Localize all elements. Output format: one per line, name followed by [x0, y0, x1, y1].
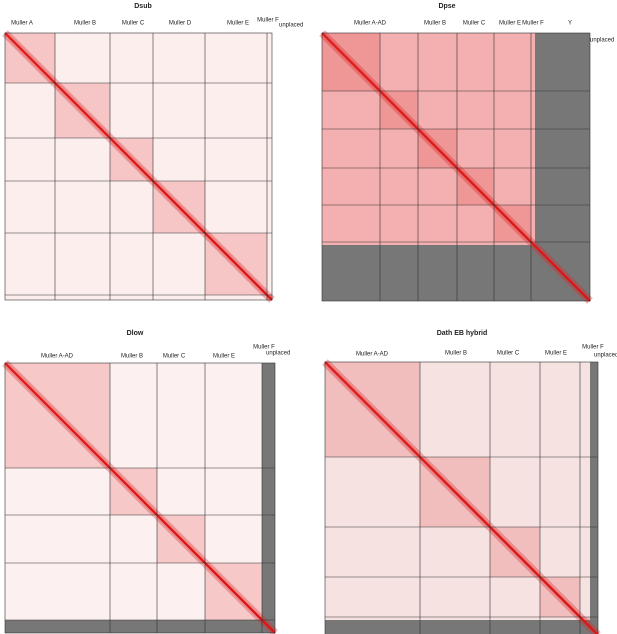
axis-label: Muller C: [122, 21, 145, 27]
heatmap-frame: [321, 32, 591, 302]
unplaced-region: [262, 363, 275, 633]
axis-label: Y: [568, 21, 572, 27]
axis-label: Muller A-AD: [41, 354, 74, 360]
heatmap-frame: [4, 32, 273, 301]
axis-label: unplaced: [266, 351, 290, 357]
axis-label: Muller A-AD: [354, 21, 387, 27]
diagonal: [4, 32, 273, 301]
axis-label: Muller B: [74, 21, 96, 27]
diagonal: [321, 32, 591, 302]
axis-label: Muller F: [522, 21, 544, 27]
unplaced-region: [322, 245, 590, 301]
axis-label: Muller F: [582, 345, 604, 351]
axis-label: unplaced: [594, 353, 617, 359]
panel-title: Dpse: [438, 3, 455, 10]
unplaced-region: [590, 362, 598, 634]
axis-label: Muller F: [253, 345, 275, 351]
axis-label: Muller F: [257, 18, 279, 24]
panel-title: Dlow: [127, 330, 144, 337]
axis-label: unplaced: [279, 23, 303, 29]
axis-label: Muller D: [169, 21, 192, 27]
heatmaps: [2, 30, 601, 634]
axis-label: unplaced: [590, 38, 614, 44]
axis-label: Muller E: [213, 354, 235, 360]
axis-label: Muller A: [11, 21, 33, 27]
axis-label: Muller E: [499, 21, 521, 27]
heatmap-frame: [4, 362, 276, 634]
diagonal: [324, 361, 599, 634]
axis-label: Muller C: [497, 351, 520, 357]
unplaced-region: [5, 620, 275, 633]
axis-label: Muller B: [424, 21, 446, 27]
axis-label: Muller E: [227, 21, 249, 27]
axis-label: Muller A-AD: [356, 352, 389, 358]
panel-title: Dsub: [134, 3, 152, 10]
panel-title: Dath EB hybrid: [437, 330, 488, 337]
axis-label: Muller E: [545, 351, 567, 357]
diagonal: [4, 362, 276, 634]
axis-label: Muller C: [463, 21, 486, 27]
axis-label: Muller B: [121, 354, 143, 360]
axis-label: Muller B: [445, 351, 467, 357]
unplaced-region: [325, 620, 598, 634]
axis-label: Muller C: [163, 354, 186, 360]
heatmap-frame: [324, 361, 599, 634]
